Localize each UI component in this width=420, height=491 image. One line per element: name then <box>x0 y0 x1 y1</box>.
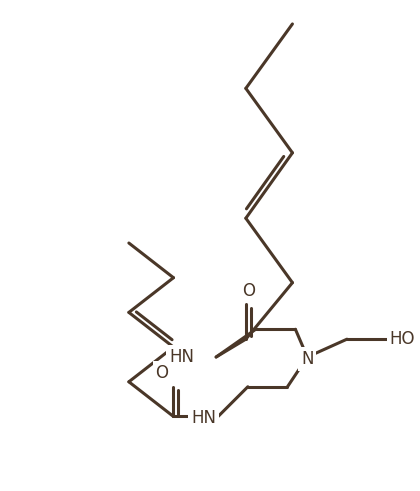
Text: O: O <box>242 281 255 300</box>
Text: N: N <box>301 350 314 368</box>
Text: HN: HN <box>191 409 216 428</box>
Text: HN: HN <box>169 348 194 366</box>
Text: HO: HO <box>390 330 415 348</box>
Text: O: O <box>155 364 168 382</box>
